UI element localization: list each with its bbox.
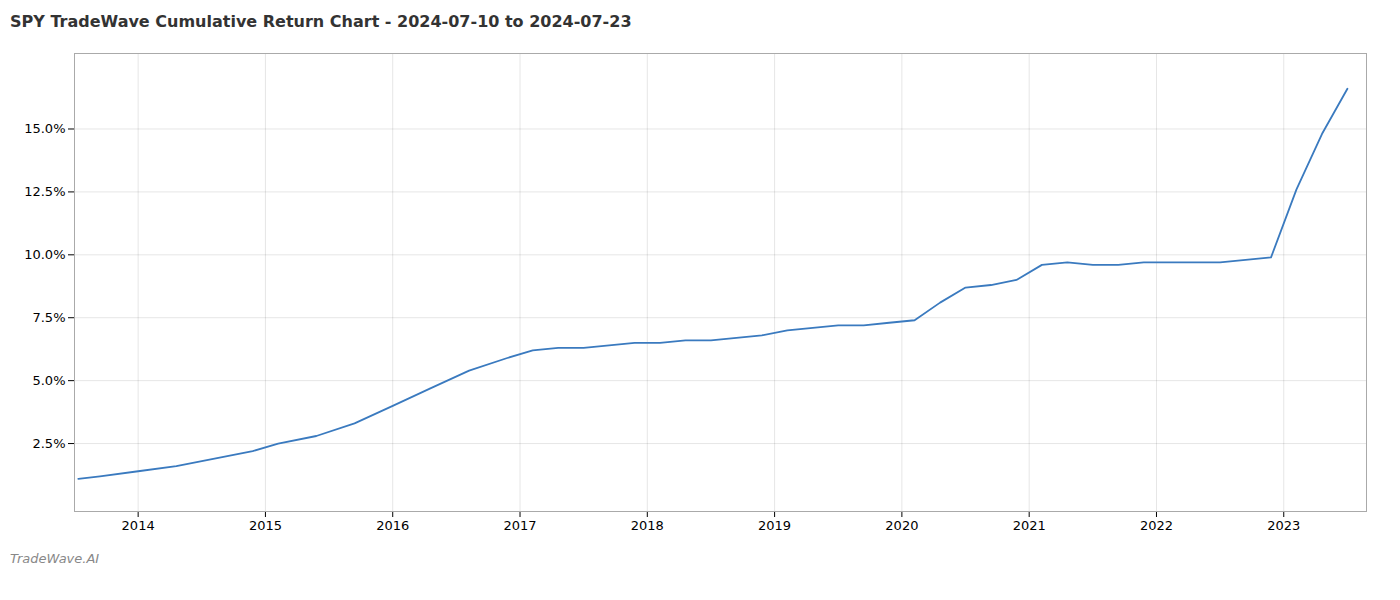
- svg-text:15.0%: 15.0%: [24, 121, 65, 136]
- svg-text:12.5%: 12.5%: [24, 184, 65, 199]
- svg-text:5.0%: 5.0%: [32, 373, 65, 388]
- svg-text:2019: 2019: [758, 518, 791, 533]
- svg-text:2018: 2018: [631, 518, 664, 533]
- svg-text:2017: 2017: [503, 518, 536, 533]
- svg-text:2015: 2015: [249, 518, 282, 533]
- svg-text:7.5%: 7.5%: [32, 310, 65, 325]
- svg-text:2020: 2020: [885, 518, 918, 533]
- svg-text:10.0%: 10.0%: [24, 247, 65, 262]
- html-text:SPY TradeWave Cumulative Retur: SPY TradeWave Cumulative Return Chart - …: [10, 12, 632, 31]
- svg-text:2016: 2016: [376, 518, 409, 533]
- html-text:TradeWave.AI: TradeWave.AI: [10, 551, 100, 566]
- svg-text:2014: 2014: [122, 518, 155, 533]
- svg-text:2021: 2021: [1013, 518, 1046, 533]
- svg-text:2023: 2023: [1267, 518, 1300, 533]
- svg-text:2022: 2022: [1140, 518, 1173, 533]
- svg-text:2.5%: 2.5%: [32, 436, 65, 451]
